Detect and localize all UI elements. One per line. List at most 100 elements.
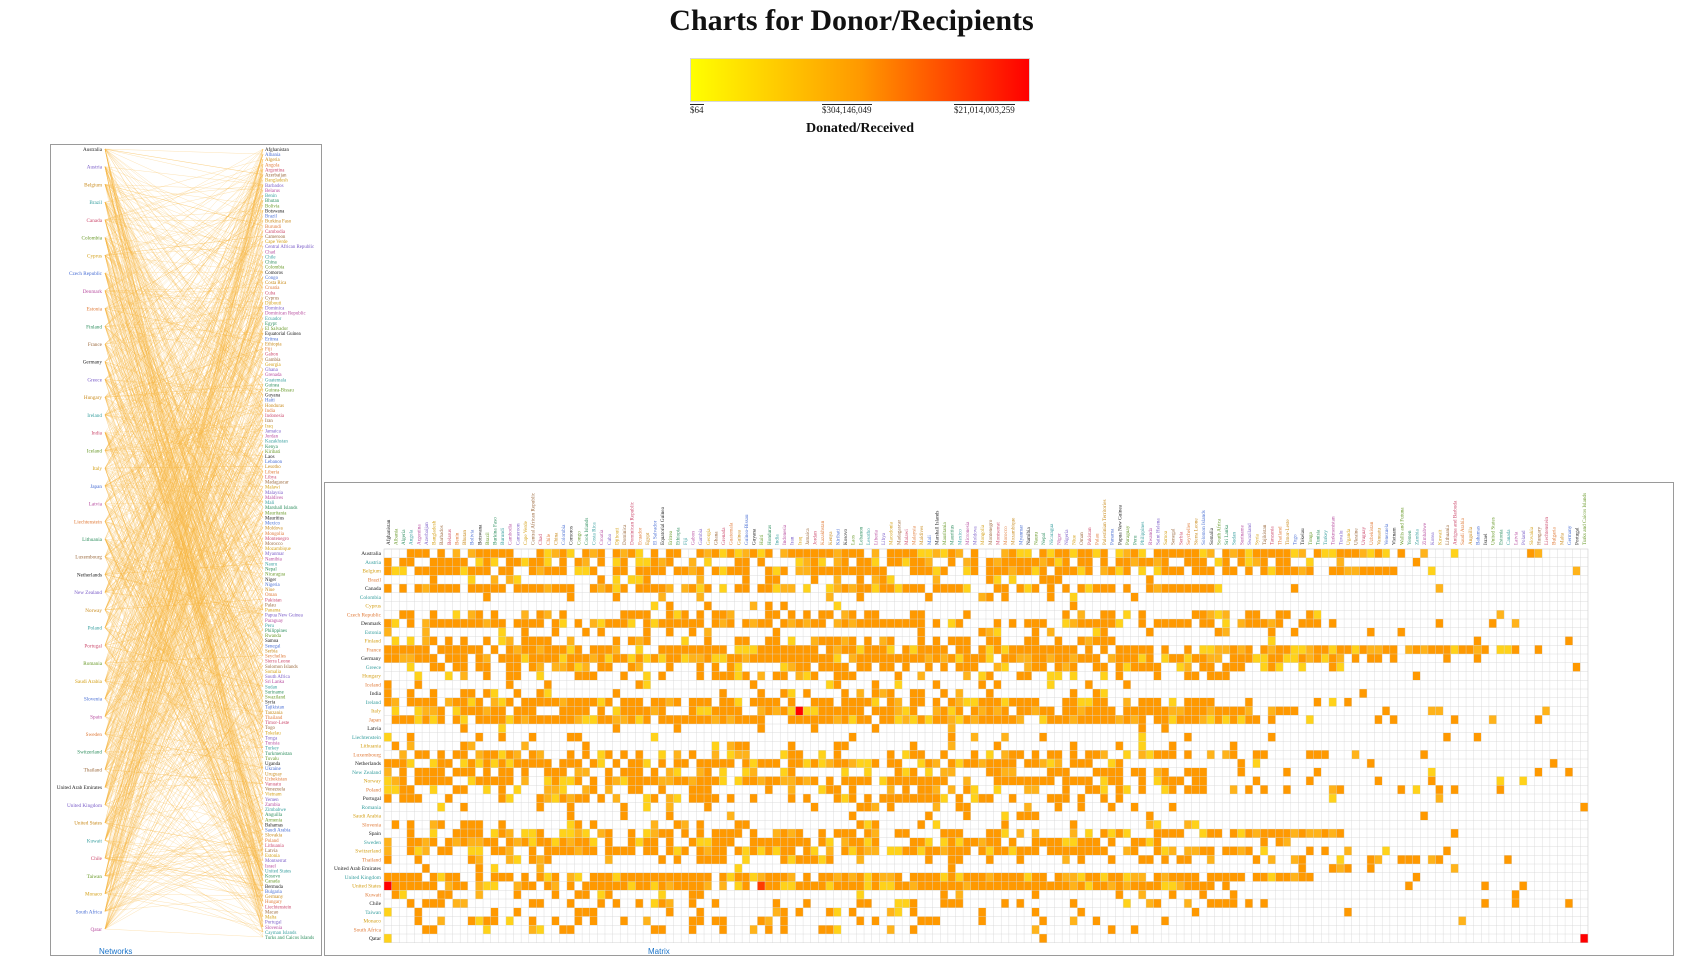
matrix-column-label: Djibouti [614,527,620,545]
matrix-cell [1572,566,1581,576]
matrix-cell [909,566,918,576]
matrix-cell [1206,619,1215,628]
matrix-cell [1046,592,1055,602]
matrix-cell [803,706,811,716]
matrix-cell [787,654,796,663]
matrix-column-label: Dominican Republic [630,501,636,545]
recipient-node-label: Oman [265,593,278,598]
matrix-cell [1153,881,1162,891]
matrix-cell-highlight [384,881,392,891]
matrix-cell [734,636,743,646]
matrix-cell [940,829,948,838]
matrix-cell [909,899,918,908]
matrix-cell [963,881,971,891]
network-link [104,184,264,191]
matrix-cell [1191,846,1200,856]
recipient-node-label: Central African Republic [265,245,315,250]
matrix-cell [1168,697,1177,707]
matrix-cell [833,584,842,593]
matrix-cell [1054,872,1063,882]
network-link [104,210,264,876]
matrix-cell [574,715,583,724]
matrix-cell [841,636,849,646]
matrix-cell [1237,549,1246,558]
matrix-cell [1351,566,1360,576]
matrix-cell [627,715,636,724]
matrix-cell [841,776,849,786]
matrix-cell [1222,662,1230,672]
matrix-cell [1069,706,1078,716]
matrix-cell [947,619,956,628]
matrix-cell [1229,890,1238,899]
matrix-cell [1024,557,1032,567]
matrix-cell [932,575,941,584]
matrix-cell [711,566,720,576]
matrix-cell [528,846,537,856]
matrix-cell [559,566,567,576]
matrix-cell [1366,627,1375,637]
network-link [104,553,264,859]
matrix-cell [1222,557,1230,567]
matrix-cell [1427,645,1436,654]
matrix-cell [696,619,705,628]
matrix-cell [856,557,865,567]
matrix-cell [704,636,712,646]
matrix-cell [1427,776,1436,786]
matrix-cell [1199,619,1207,628]
matrix-cell [589,872,598,882]
matrix-cell [803,549,811,558]
matrix-cell [498,872,506,882]
matrix-cell [932,584,941,593]
matrix-cell [925,872,933,882]
matrix-cell [604,829,613,838]
matrix-column-label: Kosovo [843,528,849,545]
matrix-cell [467,776,476,786]
recipient-node-label: Mexico [265,522,280,527]
matrix-cell [1085,872,1093,882]
matrix-cell [810,575,819,584]
recipient-node-label: India [265,409,276,414]
matrix-cell [856,802,865,812]
matrix-cell [894,654,903,663]
matrix-cell [643,916,651,926]
matrix-cell [559,557,567,567]
matrix-cell [841,759,849,768]
matrix-cell [864,697,872,707]
matrix-cell [1138,557,1146,567]
matrix-cell [742,776,750,786]
matrix-cell [734,706,743,716]
matrix-cell [1184,584,1192,593]
matrix-cell [757,759,765,768]
matrix-cell [1016,855,1025,864]
matrix-cell [909,837,918,847]
matrix-cell [1077,776,1086,786]
matrix-cell [1168,584,1177,593]
network-link [104,184,264,329]
matrix-cell [1085,645,1093,654]
matrix-cell [1306,654,1314,663]
matrix-cell [452,715,461,724]
matrix-column-label: Chad [538,534,544,545]
matrix-cell [475,549,484,558]
matrix-cell [429,881,438,891]
matrix-cell [985,829,994,838]
matrix-cell [970,881,979,891]
matrix-cell [1168,890,1177,899]
matrix-cell [749,715,758,724]
matrix-cell [963,811,971,821]
matrix-cell [917,697,926,707]
matrix-cell [544,881,552,891]
matrix-cell [612,689,621,698]
recipient-node-label: Gabon [265,353,279,358]
matrix-column-label: Tajikistan [1262,524,1268,545]
matrix-cell [1130,645,1139,654]
matrix-cell [940,706,948,716]
donor-node-label: United Arab Emirates [57,785,102,791]
matrix-cell [1024,785,1032,794]
matrix-cell [635,549,644,558]
matrix-cell [1168,776,1177,786]
matrix-cell [429,872,438,882]
matrix-cell [978,794,986,803]
matrix-cell [803,654,811,663]
matrix-cell [544,846,552,856]
